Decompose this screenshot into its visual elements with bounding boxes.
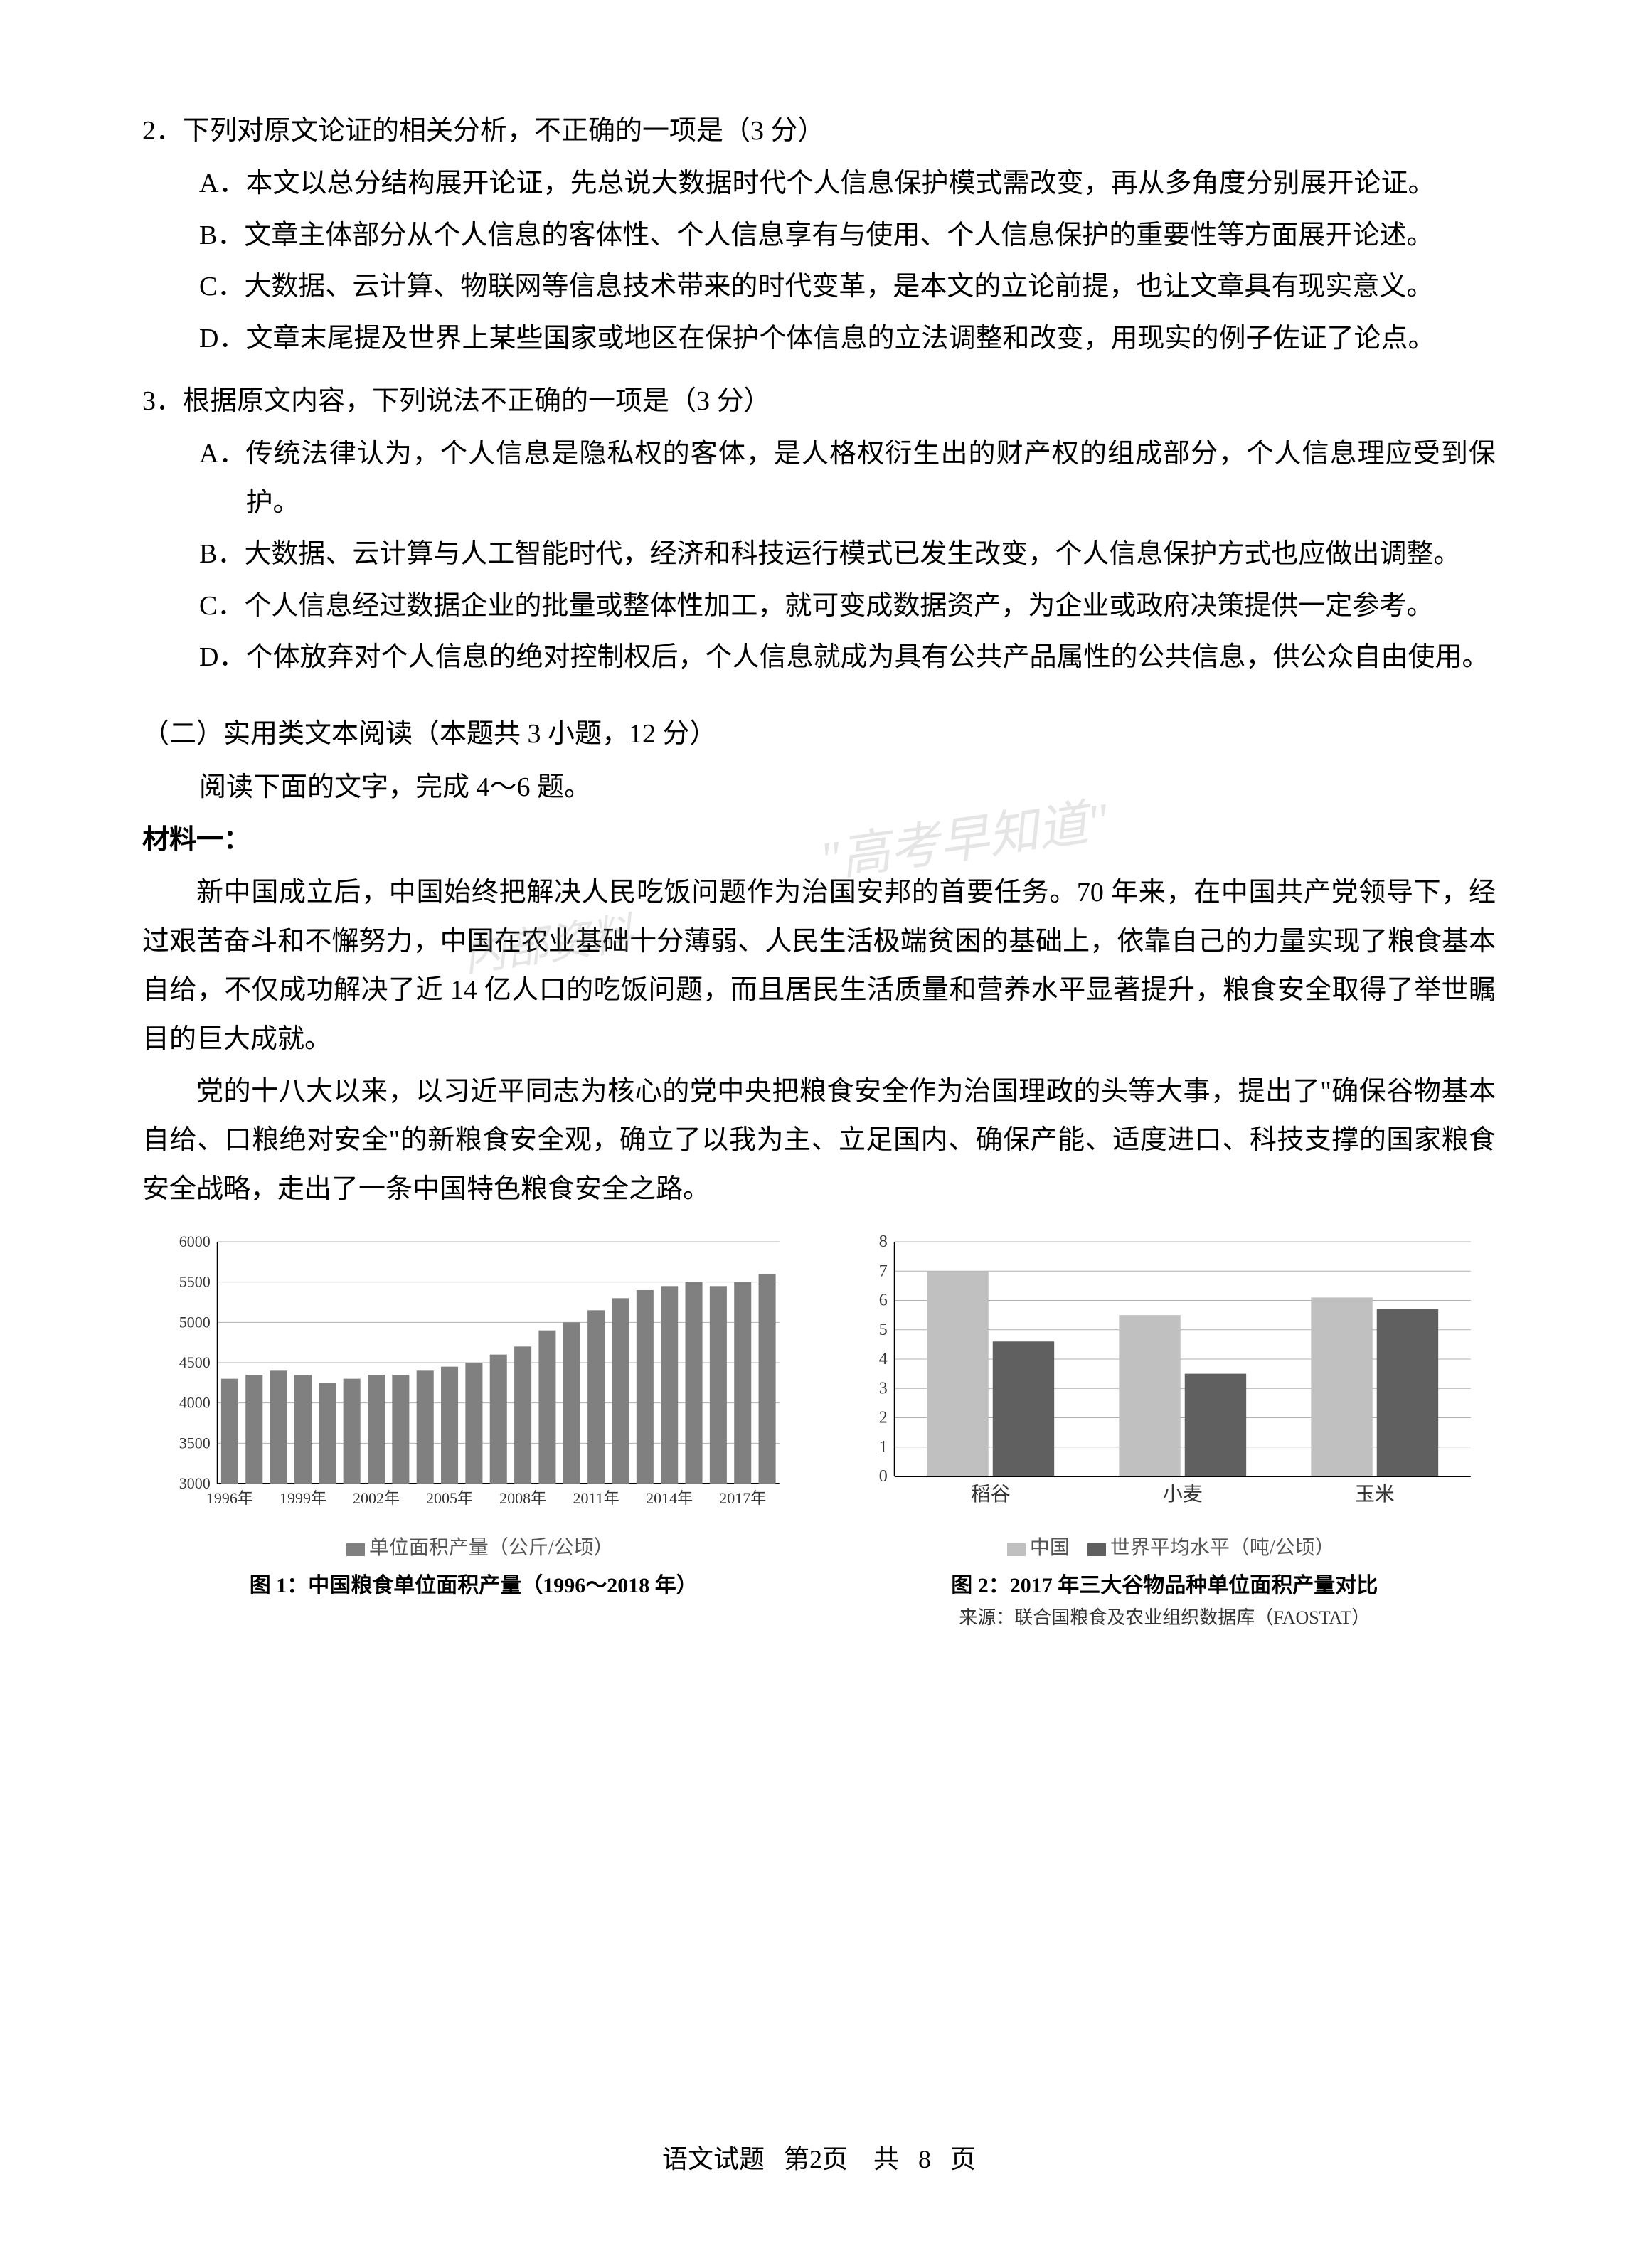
option-text: 个人信息经过数据企业的批量或整体性加工，就可变成数据资产，为企业或政府决策提供一… xyxy=(244,582,1496,630)
chart-2-legend: 中国 世界平均水平（吨/公顷） xyxy=(994,1532,1335,1560)
option-C: C． 个人信息经过数据企业的批量或整体性加工，就可变成数据资产，为企业或政府决策… xyxy=(199,582,1496,630)
legend-swatch-icon xyxy=(346,1543,365,1556)
svg-text:1: 1 xyxy=(878,1438,887,1457)
option-text: 大数据、云计算与人工智能时代，经济和科技运行模式已发生改变，个人信息保护方式也应… xyxy=(244,530,1496,578)
question-2-options: A． 本文以总分结构展开论证，先总说大数据时代个人信息保护模式需改变，再从多角度… xyxy=(142,159,1496,363)
option-letter: D． xyxy=(199,314,245,363)
svg-text:8: 8 xyxy=(878,1233,887,1251)
chart-1-svg: 30003500400045005000550060001996年1999年20… xyxy=(142,1228,805,1526)
chart-2-svg: 0 1 2 3 4 5 6 7 8 稻谷 小麦 玉米 xyxy=(834,1228,1496,1526)
chart-2-series-a-name: 中国 xyxy=(1030,1537,1070,1559)
option-text: 文章末尾提及世界上某些国家或地区在保护个体信息的立法调整和改变，用现实的例子佐证… xyxy=(245,314,1496,363)
chart-2-box: 0 1 2 3 4 5 6 7 8 稻谷 小麦 玉米 中国 世界平均水平（吨/公顷） 图 2：2017… xyxy=(834,1228,1496,1629)
svg-text:2014年: 2014年 xyxy=(646,1489,693,1507)
section-heading: （二）实用类文本阅读（本题共 3 小题，12 分） xyxy=(142,710,1496,758)
svg-text:1999年: 1999年 xyxy=(280,1489,326,1507)
question-3-stem: 3．根据原文内容，下列说法不正确的一项是（3 分） xyxy=(142,377,1496,425)
option-text: 传统法律认为，个人信息是隐私权的客体，是人格权衍生出的财产权的组成部分，个人信息… xyxy=(245,430,1496,527)
option-letter: A． xyxy=(199,430,245,527)
chart-2-series-b-name: 世界平均水平 xyxy=(1110,1537,1230,1559)
page-footer: 语文试题 第2页 共 8 页 xyxy=(0,2139,1638,2176)
material-heading: 材料一： xyxy=(142,816,1496,864)
option-text: 大数据、云计算、物联网等信息技术带来的时代变革，是本文的立论前提，也让文章具有现… xyxy=(244,262,1496,311)
option-text: 文章主体部分从个人信息的客体性、个人信息享有与使用、个人信息保护的重要性等方面展… xyxy=(244,211,1496,260)
svg-text:5: 5 xyxy=(878,1321,887,1339)
footer-page-prefix: 第 xyxy=(784,2145,809,2173)
question-text: 下列对原文论证的相关分析，不正确的一项是（3 分） xyxy=(183,116,825,146)
svg-text:小麦: 小麦 xyxy=(1162,1483,1202,1506)
option-A: A． 传统法律认为，个人信息是隐私权的客体，是人格权衍生出的财产权的组成部分，个… xyxy=(199,430,1496,527)
svg-text:2011年: 2011年 xyxy=(573,1489,619,1507)
option-letter: C． xyxy=(199,262,244,311)
svg-text:5500: 5500 xyxy=(179,1273,211,1291)
option-letter: A． xyxy=(199,159,245,208)
section-instruction: 阅读下面的文字，完成 4～6 题。 xyxy=(142,763,1496,811)
option-D: D． 个体放弃对个人信息的绝对控制权后，个人信息就成为具有公共产品属性的公共信息… xyxy=(199,633,1496,681)
svg-text:0: 0 xyxy=(878,1467,887,1486)
option-B: B． 大数据、云计算与人工智能时代，经济和科技运行模式已发生改变，个人信息保护方… xyxy=(199,530,1496,578)
svg-text:2002年: 2002年 xyxy=(353,1489,400,1507)
question-2: 2．下列对原文论证的相关分析，不正确的一项是（3 分） A． 本文以总分结构展开… xyxy=(142,107,1496,363)
chart-1-title: 图 1：中国粮食单位面积产量（1996～2018 年） xyxy=(250,1567,698,1599)
svg-text:6: 6 xyxy=(878,1292,887,1310)
svg-text:7: 7 xyxy=(878,1262,887,1280)
question-text: 根据原文内容，下列说法不正确的一项是（3 分） xyxy=(183,386,771,416)
footer-page-current: 2 xyxy=(809,2145,822,2173)
svg-text:2: 2 xyxy=(878,1409,887,1427)
exam-page: 2．下列对原文论证的相关分析，不正确的一项是（3 分） A． 本文以总分结构展开… xyxy=(0,0,1638,2268)
chart-2-legend-unit: （吨/公顷） xyxy=(1230,1537,1335,1559)
legend-swatch-icon xyxy=(1007,1543,1026,1556)
svg-text:4: 4 xyxy=(878,1350,887,1368)
question-number: 2． xyxy=(142,116,183,146)
svg-text:6000: 6000 xyxy=(179,1233,211,1250)
option-letter: B． xyxy=(199,530,244,578)
option-text: 个体放弃对个人信息的绝对控制权后，个人信息就成为具有公共产品属性的公共信息，供公… xyxy=(245,633,1496,681)
legend-swatch-icon xyxy=(1087,1543,1106,1556)
svg-text:2005年: 2005年 xyxy=(426,1489,473,1507)
svg-text:3500: 3500 xyxy=(179,1434,211,1452)
question-3: 3．根据原文内容，下列说法不正确的一项是（3 分） A． 传统法律认为，个人信息… xyxy=(142,377,1496,681)
question-number: 3． xyxy=(142,386,183,416)
footer-page-suffix: 页 xyxy=(950,2145,976,2173)
svg-text:4500: 4500 xyxy=(179,1353,211,1371)
question-2-stem: 2．下列对原文论证的相关分析，不正确的一项是（3 分） xyxy=(142,107,1496,155)
footer-page-total: 8 xyxy=(918,2145,931,2173)
svg-text:3: 3 xyxy=(878,1379,887,1397)
option-text: 本文以总分结构展开论证，先总说大数据时代个人信息保护模式需改变，再从多角度分别展… xyxy=(245,159,1496,208)
chart-2-source: 来源：联合国粮食及农业组织数据库（FAOSTAT） xyxy=(959,1603,1370,1629)
option-C: C． 大数据、云计算、物联网等信息技术带来的时代变革，是本文的立论前提，也让文章… xyxy=(199,262,1496,311)
charts-row: 30003500400045005000550060001996年1999年20… xyxy=(142,1228,1496,1629)
svg-text:5000: 5000 xyxy=(179,1314,211,1331)
svg-text:稻谷: 稻谷 xyxy=(970,1483,1010,1506)
option-B: B． 文章主体部分从个人信息的客体性、个人信息享有与使用、个人信息保护的重要性等… xyxy=(199,211,1496,260)
svg-text:玉米: 玉米 xyxy=(1354,1483,1394,1506)
chart-1-legend-label: 单位面积产量（公斤/公顷） xyxy=(369,1537,614,1559)
svg-text:2017年: 2017年 xyxy=(719,1489,766,1507)
option-letter: B． xyxy=(199,211,244,260)
option-letter: D． xyxy=(199,633,245,681)
svg-text:1996年: 1996年 xyxy=(206,1489,253,1507)
material-paragraph-2: 党的十八大以来，以习近平同志为核心的党中央把粮食安全作为治国理政的头等大事，提出… xyxy=(142,1068,1496,1213)
question-3-options: A． 传统法律认为，个人信息是隐私权的客体，是人格权衍生出的财产权的组成部分，个… xyxy=(142,430,1496,681)
svg-text:4000: 4000 xyxy=(179,1394,211,1412)
option-D: D． 文章末尾提及世界上某些国家或地区在保护个体信息的立法调整和改变，用现实的例… xyxy=(199,314,1496,363)
svg-text:2008年: 2008年 xyxy=(499,1489,546,1507)
option-letter: C． xyxy=(199,582,244,630)
option-A: A． 本文以总分结构展开论证，先总说大数据时代个人信息保护模式需改变，再从多角度… xyxy=(199,159,1496,208)
footer-subject: 语文试题 xyxy=(662,2145,765,2173)
material-paragraph-1: 新中国成立后，中国始终把解决人民吃饭问题作为治国安邦的首要任务。70 年来，在中… xyxy=(142,868,1496,1063)
chart-1-legend: 单位面积产量（公斤/公顷） xyxy=(334,1532,614,1560)
chart-1-box: 30003500400045005000550060001996年1999年20… xyxy=(142,1228,805,1629)
chart-2-title: 图 2：2017 年三大谷物品种单位面积产量对比 xyxy=(951,1567,1378,1599)
footer-page-mid: 页 共 xyxy=(822,2145,899,2173)
